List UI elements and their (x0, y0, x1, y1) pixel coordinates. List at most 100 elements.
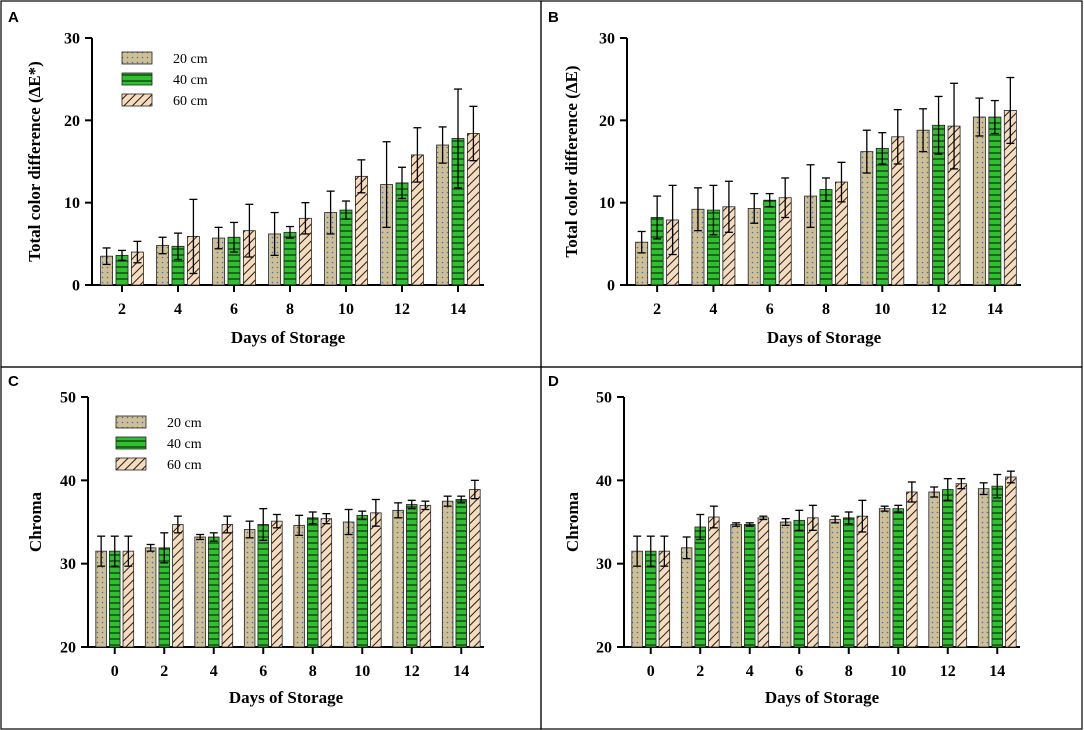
y-tick-label: 30 (60, 556, 76, 573)
legend-label-20cm: 20 cm (167, 416, 202, 431)
bar-20cm-day-8 (293, 524, 305, 648)
bar-20cm-day-4 (194, 536, 206, 648)
x-tick-label: 6 (230, 301, 238, 318)
bar-60cm-day-14 (1005, 476, 1017, 648)
x-tick-label: 4 (210, 663, 218, 680)
y-tick-label: 50 (596, 390, 612, 407)
legend-label-20cm: 20 cm (173, 52, 208, 67)
y-axis-label: Chroma (563, 491, 582, 552)
legend-swatch-40cm (115, 436, 147, 450)
x-tick-label: 8 (309, 663, 317, 680)
bar-40cm-day-6 (257, 524, 269, 648)
x-tick-label: 4 (709, 301, 717, 318)
chart-panel-c: C 20 30 40 50 Chroma 0 2 4 6 8 10 12 14 Days of Storag… (8, 373, 484, 707)
x-tick-label: 8 (822, 301, 830, 318)
x-tick-label: 10 (874, 301, 890, 318)
bar-60cm-day-6 (807, 517, 819, 648)
bar-60cm-day-10 (906, 491, 918, 648)
bar-40cm-day-10 (892, 508, 904, 648)
y-tick-label: 10 (599, 195, 615, 212)
bar-20cm-day-12 (928, 491, 940, 648)
bar-20cm-day-14 (441, 500, 454, 648)
x-tick-label: 2 (118, 301, 126, 318)
bar-60cm-day-4 (757, 517, 770, 648)
x-axis-label: Days of Storage (767, 328, 882, 347)
legend-swatch-20cm (121, 51, 153, 65)
bar-20cm-day-12 (916, 129, 930, 286)
x-axis-label: Days of Storage (765, 688, 880, 707)
bar-60cm-day-6 (271, 520, 283, 648)
bar-60cm-day-14 (469, 489, 481, 648)
legend-swatch-20cm (115, 415, 147, 429)
bar-40cm-day-6 (793, 519, 805, 648)
x-tick-label: 6 (795, 663, 803, 680)
bar-20cm-day-2 (144, 547, 157, 648)
bar-40cm-day-10 (875, 147, 889, 286)
y-tick-label: 20 (599, 113, 615, 130)
bar-60cm-day-12 (955, 483, 968, 648)
bar-40cm-day-8 (283, 231, 297, 286)
x-tick-label: 14 (987, 301, 1003, 318)
x-tick-label: 10 (354, 663, 370, 680)
chart-panel-d: D 20 30 40 50 Chroma 0 2 4 6 8 10 12 14 Days of Storag… (548, 373, 1020, 707)
bar-60cm-day-2 (172, 524, 184, 648)
y-tick-label: 20 (64, 113, 80, 130)
x-tick-label: 14 (450, 301, 466, 318)
x-tick-label: 2 (653, 301, 661, 318)
bar-40cm-day-8 (819, 189, 833, 286)
bar-60cm-day-8 (320, 518, 333, 648)
bar-20cm-day-14 (977, 488, 990, 648)
panel-letter: D (548, 373, 559, 390)
bar-20cm-day-2 (680, 547, 693, 648)
y-tick-label: 40 (596, 473, 612, 490)
bar-60cm-day-12 (419, 504, 432, 648)
bar-60cm-day-2 (708, 516, 720, 648)
x-tick-label: 4 (174, 301, 182, 318)
y-tick-label: 50 (60, 390, 76, 407)
y-tick-label: 0 (72, 278, 80, 295)
bar-40cm-day-10 (339, 209, 353, 286)
x-tick-label: 12 (931, 301, 947, 318)
bar-60cm-day-4 (221, 524, 234, 648)
x-tick-label: 2 (696, 663, 704, 680)
legend-label-40cm: 40 cm (167, 437, 202, 452)
y-tick-label: 30 (599, 31, 615, 48)
bar-60cm-day-10 (370, 512, 382, 648)
bar-20cm-day-10 (878, 508, 891, 648)
panel-letter: B (548, 9, 559, 26)
x-tick-label: 6 (766, 301, 774, 318)
x-tick-label: 14 (453, 663, 469, 680)
x-tick-label: 4 (746, 663, 754, 680)
bar-40cm-day-10 (356, 514, 368, 648)
y-tick-label: 30 (596, 556, 612, 573)
x-tick-label: 10 (890, 663, 906, 680)
bar-40cm-day-6 (763, 199, 777, 286)
bar-20cm-day-6 (243, 529, 256, 648)
y-tick-label: 40 (60, 473, 76, 490)
bar-40cm-day-8 (843, 517, 855, 648)
legend-label-60cm: 60 cm (167, 458, 202, 473)
panel-letter: A (8, 9, 19, 26)
legend-label-40cm: 40 cm (173, 73, 208, 88)
bar-20cm-day-8 (829, 519, 841, 648)
x-tick-label: 10 (338, 301, 354, 318)
bar-40cm-day-14 (991, 485, 1003, 648)
bar-40cm-day-8 (307, 517, 319, 648)
bar-40cm-day-4 (208, 536, 220, 648)
bar-40cm-day-4 (744, 524, 756, 648)
panel-letter: C (8, 373, 19, 390)
bar-20cm-day-12 (392, 509, 404, 648)
y-axis-label: Total color difference (ΔE*) (25, 61, 44, 262)
bar-20cm-day-6 (779, 521, 792, 648)
bar-20cm-day-10 (342, 521, 355, 648)
legend-swatch-60cm (121, 93, 153, 107)
bar-40cm-day-12 (942, 489, 954, 648)
x-tick-label: 14 (989, 663, 1005, 680)
x-tick-label: 8 (286, 301, 294, 318)
y-tick-label: 20 (596, 640, 612, 657)
y-axis-label: Total color difference (ΔE) (562, 65, 581, 257)
x-tick-label: 8 (845, 663, 853, 680)
y-tick-label: 0 (607, 278, 615, 295)
chart-panel-b: B 0 10 20 30 Total color difference (ΔE) 2 4 6 8 1… (548, 9, 1021, 347)
